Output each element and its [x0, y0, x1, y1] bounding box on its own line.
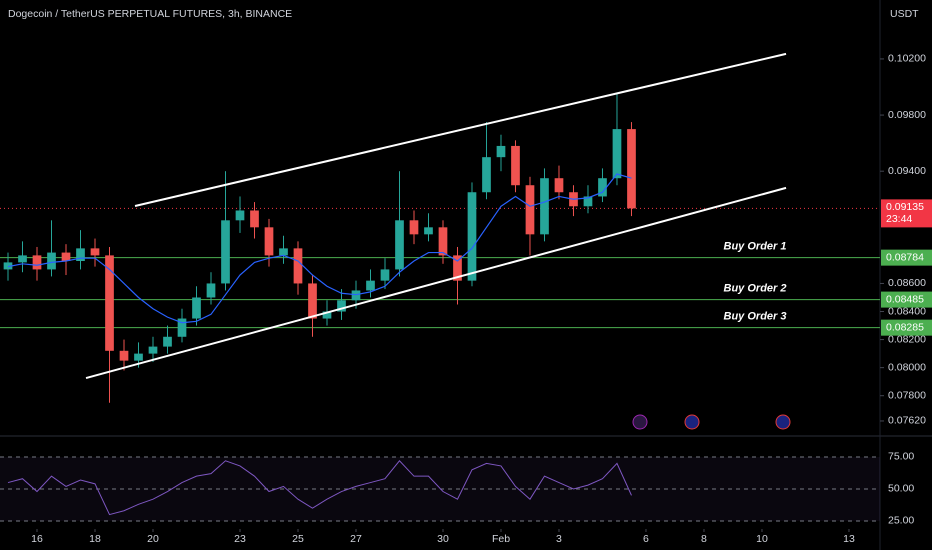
- candle-body: [438, 227, 448, 256]
- x-tick-label: 25: [292, 533, 304, 545]
- candle-body: [76, 248, 85, 261]
- y-tick-label: 0.10200: [888, 53, 926, 65]
- candle-body: [148, 346, 158, 354]
- candle-body: [221, 220, 230, 284]
- countdown-label: 23:44: [886, 213, 912, 225]
- y-tick-label: 0.08200: [888, 333, 926, 345]
- buy-level-label: Buy Order 2: [724, 282, 787, 294]
- buy-level-label: Buy Order 1: [724, 241, 787, 253]
- event-icons: [632, 414, 791, 430]
- candle-body: [18, 255, 27, 263]
- candle-body: [627, 129, 636, 209]
- candle-body: [554, 178, 564, 193]
- x-tick-label: 27: [350, 533, 362, 545]
- event-icon[interactable]: [632, 414, 648, 430]
- x-tick-label: 3: [556, 533, 562, 545]
- buy-level-badge: [881, 319, 932, 336]
- buy-level-price: 0.08485: [886, 293, 924, 305]
- candle-body: [32, 255, 42, 270]
- candle-body: [496, 145, 506, 158]
- candle-body: [525, 185, 535, 235]
- channel-line: [134, 52, 787, 207]
- candle-body: [177, 318, 187, 337]
- rsi-tick-label: 75.00: [888, 451, 914, 463]
- currency-label: USDT: [890, 8, 919, 20]
- buy-level-label: Buy Order 3: [724, 311, 787, 323]
- x-tick-label: 10: [756, 533, 768, 545]
- rsi-line: [7, 460, 632, 516]
- candle-body: [395, 220, 404, 270]
- buy-level-price: 0.08784: [886, 251, 924, 263]
- candle-body: [90, 248, 100, 256]
- x-tick-label: 30: [437, 533, 449, 545]
- y-tick-label: 0.07800: [888, 389, 926, 401]
- candle-body: [163, 336, 172, 347]
- candle-body: [47, 252, 56, 270]
- event-icon[interactable]: [775, 414, 791, 430]
- candle-body: [511, 145, 520, 186]
- x-tick-label: 23: [234, 533, 246, 545]
- buy-level-badge: [881, 291, 932, 308]
- candle-body: [250, 210, 259, 228]
- candle-body: [192, 297, 201, 319]
- candle-body: [206, 283, 216, 298]
- y-tick-label: 0.08000: [888, 361, 926, 373]
- candle-body: [467, 192, 477, 281]
- candle-body: [482, 157, 491, 193]
- x-tick-label: 8: [701, 533, 707, 545]
- candle-body: [351, 290, 361, 301]
- candle-body: [134, 353, 143, 361]
- candle-body: [583, 196, 593, 207]
- candle-body: [322, 311, 332, 319]
- candle-body: [424, 227, 433, 235]
- candle-body: [308, 283, 317, 319]
- candle-body: [380, 269, 390, 281]
- y-tick-label: 0.09800: [888, 109, 926, 121]
- candle-body: [105, 255, 114, 351]
- candle-body: [337, 300, 346, 312]
- buy-level-price: 0.08285: [886, 321, 924, 333]
- candle-body: [540, 178, 549, 235]
- candle-body: [612, 129, 622, 179]
- candle-body: [453, 255, 462, 281]
- candle-body: [119, 350, 129, 361]
- rsi-tick-label: 50.00: [888, 483, 914, 495]
- candle-body: [366, 280, 375, 291]
- x-tick-label: 20: [147, 533, 159, 545]
- candle-body: [3, 262, 13, 270]
- candle-body: [61, 252, 71, 261]
- candle-body: [409, 220, 419, 235]
- candle-body: [279, 248, 288, 256]
- channel-line: [85, 186, 787, 379]
- y-tick-label: 0.08600: [888, 277, 926, 289]
- x-tick-label: 13: [843, 533, 855, 545]
- moving-average: [7, 173, 632, 324]
- y-tick-label: 0.07620: [888, 415, 926, 427]
- x-tick-label: 6: [643, 533, 649, 545]
- chart-title: Dogecoin / TetherUS PERPETUAL FUTURES, 3…: [8, 8, 292, 20]
- candle-body: [598, 178, 607, 197]
- y-tick-label: 0.08400: [888, 305, 926, 317]
- x-tick-label: Feb: [492, 533, 510, 545]
- event-icon[interactable]: [684, 414, 700, 430]
- candle-body: [293, 248, 303, 284]
- rsi-tick-label: 25.00: [888, 515, 914, 527]
- last-price-badge: [881, 199, 932, 228]
- x-tick-label: 18: [89, 533, 101, 545]
- candle-body: [264, 227, 274, 256]
- last-price-label: 0.09135: [886, 201, 924, 213]
- buy-level-badge: [881, 249, 932, 266]
- y-tick-label: 0.09400: [888, 165, 926, 177]
- candle-body: [235, 210, 245, 221]
- x-tick-label: 16: [31, 533, 43, 545]
